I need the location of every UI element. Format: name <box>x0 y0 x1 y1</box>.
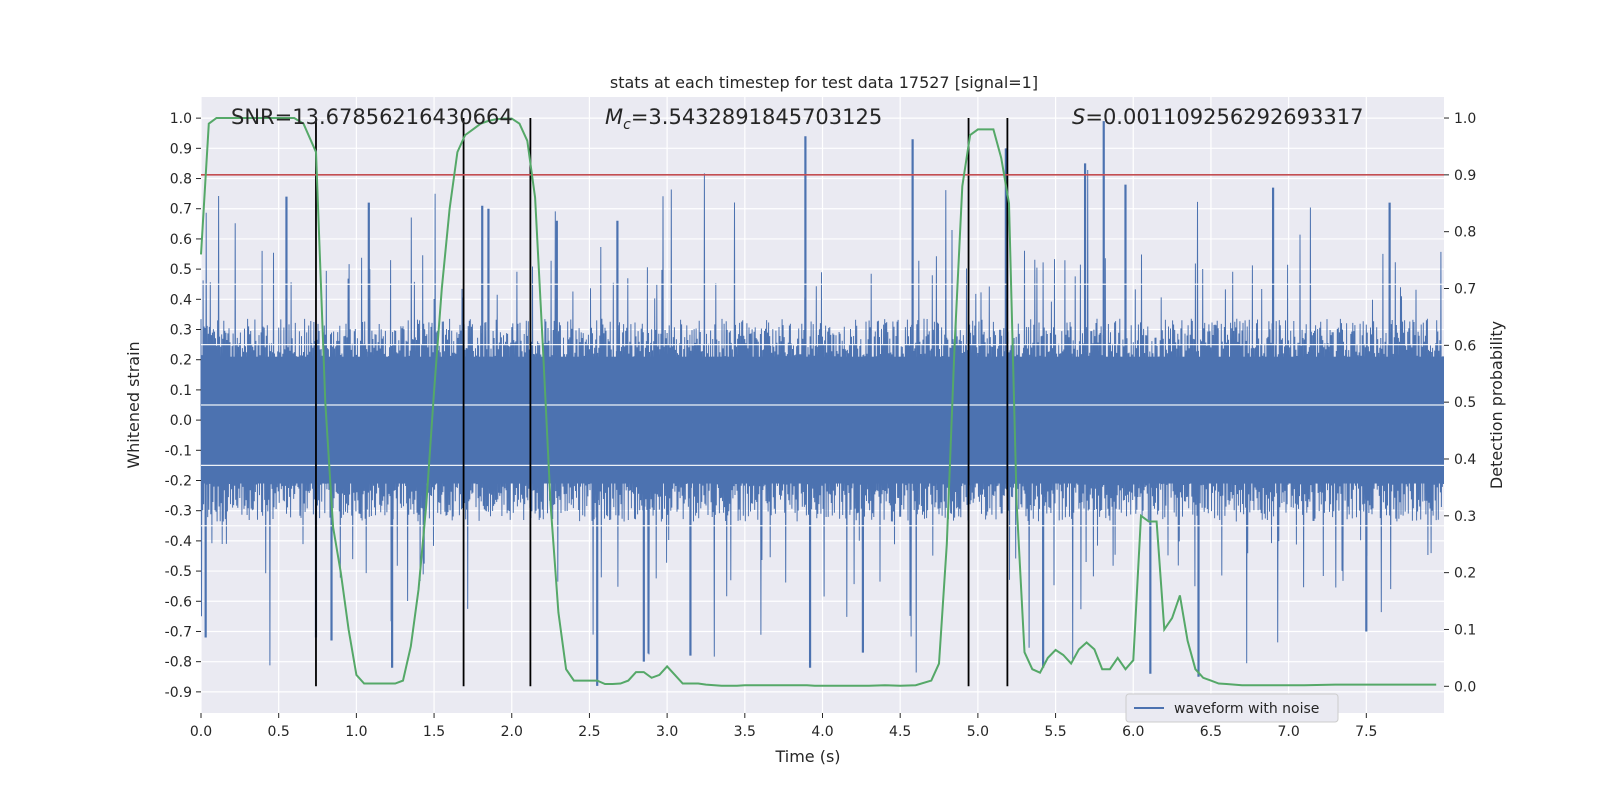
mc-subscript: c <box>623 117 631 133</box>
y-tick-label-11: -0.1 <box>165 443 192 459</box>
x-tick-label-2: 1.0 <box>345 724 367 740</box>
x-tick-label-4: 2.0 <box>501 724 523 740</box>
y-axis-ticks: 1.0 0.9 0.8 0.7 0.6 0.5 0.4 0.3 0.2 0.1 0.0 -0.1 -0.… <box>165 111 201 701</box>
x-tick-label-11: 5.5 <box>1044 724 1066 740</box>
mc-annotation: Mc=3.5432891845703125 <box>605 105 882 133</box>
waveform-core-band <box>201 356 1444 484</box>
y-tick-label-14: -0.4 <box>165 534 192 550</box>
x-tick-label-10: 5.0 <box>967 724 989 740</box>
y-tick-label-1: 0.9 <box>170 141 192 157</box>
legend-box <box>1125 693 1339 723</box>
detection-probability-series <box>200 117 1437 687</box>
y-tick-label-19: -0.9 <box>165 685 192 701</box>
x-tick-label-5: 2.5 <box>578 724 600 740</box>
y2-tick-label-3: 0.7 <box>1454 282 1476 298</box>
x-tick-label-15: 7.5 <box>1355 724 1377 740</box>
y-tick-label-13: -0.3 <box>165 504 192 520</box>
y-tick-label-8: 0.2 <box>170 353 192 369</box>
y-tick-label-16: -0.6 <box>165 594 192 610</box>
y-tick-label-6: 0.4 <box>170 292 192 308</box>
y-tick-label-10: 0.0 <box>170 413 192 429</box>
s-value: =0.001109256292693317 <box>1085 105 1363 129</box>
vertical-markers <box>315 118 1009 687</box>
chart-title: stats at each timestep for test data 175… <box>610 73 1038 92</box>
legend-label: waveform with noise <box>1174 701 1319 717</box>
y-tick-label-7: 0.3 <box>170 323 192 339</box>
y2-tick-label-6: 0.4 <box>1454 452 1476 468</box>
y2-tick-label-5: 0.5 <box>1454 395 1476 411</box>
s-annotation: S=0.001109256292693317 <box>1072 105 1363 129</box>
x-tick-label-13: 6.5 <box>1200 724 1222 740</box>
y2-tick-label-8: 0.2 <box>1454 566 1476 582</box>
x-tick-label-3: 1.5 <box>423 724 445 740</box>
y2-tick-label-0: 1.0 <box>1454 111 1476 127</box>
s-symbol: S <box>1072 105 1085 129</box>
x-tick-label-7: 3.5 <box>734 724 756 740</box>
x-tick-label-1: 0.5 <box>268 724 290 740</box>
y-tick-label-12: -0.2 <box>165 473 192 489</box>
y2-tick-label-4: 0.6 <box>1454 338 1476 354</box>
y2-tick-label-1: 0.9 <box>1454 168 1476 184</box>
y-tick-label-2: 0.8 <box>170 172 192 188</box>
y2-tick-label-7: 0.3 <box>1454 509 1476 525</box>
legend: waveform with noise <box>1125 693 1339 723</box>
x-tick-label-8: 4.0 <box>811 724 833 740</box>
probability-line <box>200 117 1437 687</box>
y-axis-label: Whitened strain <box>124 341 143 468</box>
y-tick-label-18: -0.8 <box>165 655 192 671</box>
x-tick-label-0: 0.0 <box>190 724 212 740</box>
waveform-series <box>200 121 1444 686</box>
y2-axis-label: Detection probability <box>1487 321 1506 489</box>
y-tick-label-3: 0.7 <box>170 202 192 218</box>
y2-tick-label-10: 0.0 <box>1454 679 1476 695</box>
x-tick-label-14: 7.0 <box>1277 724 1299 740</box>
y-tick-label-15: -0.5 <box>165 564 192 580</box>
y-tick-label-4: 0.6 <box>170 232 192 248</box>
x-axis-label: Time (s) <box>774 747 840 766</box>
snr-annotation: SNR=13.67856216430664 <box>231 105 513 129</box>
y-tick-label-0: 1.0 <box>170 111 192 127</box>
y-tick-label-17: -0.7 <box>165 624 192 640</box>
waveform-line <box>200 169 1444 673</box>
x-tick-label-6: 3.0 <box>656 724 678 740</box>
y-tick-label-5: 0.5 <box>170 262 192 278</box>
y2-tick-label-9: 0.1 <box>1454 622 1476 638</box>
x-tick-label-9: 4.5 <box>889 724 911 740</box>
y2-tick-label-2: 0.8 <box>1454 225 1476 241</box>
y2-axis-ticks: 1.0 0.9 0.8 0.7 0.6 0.5 0.4 0.3 0.2 0.1 0.0 <box>1444 111 1476 695</box>
mc-value: =3.5432891845703125 <box>631 105 882 129</box>
x-tick-label-12: 6.0 <box>1122 724 1144 740</box>
y-tick-label-9: 0.1 <box>170 383 192 399</box>
mc-symbol: M <box>605 105 623 129</box>
